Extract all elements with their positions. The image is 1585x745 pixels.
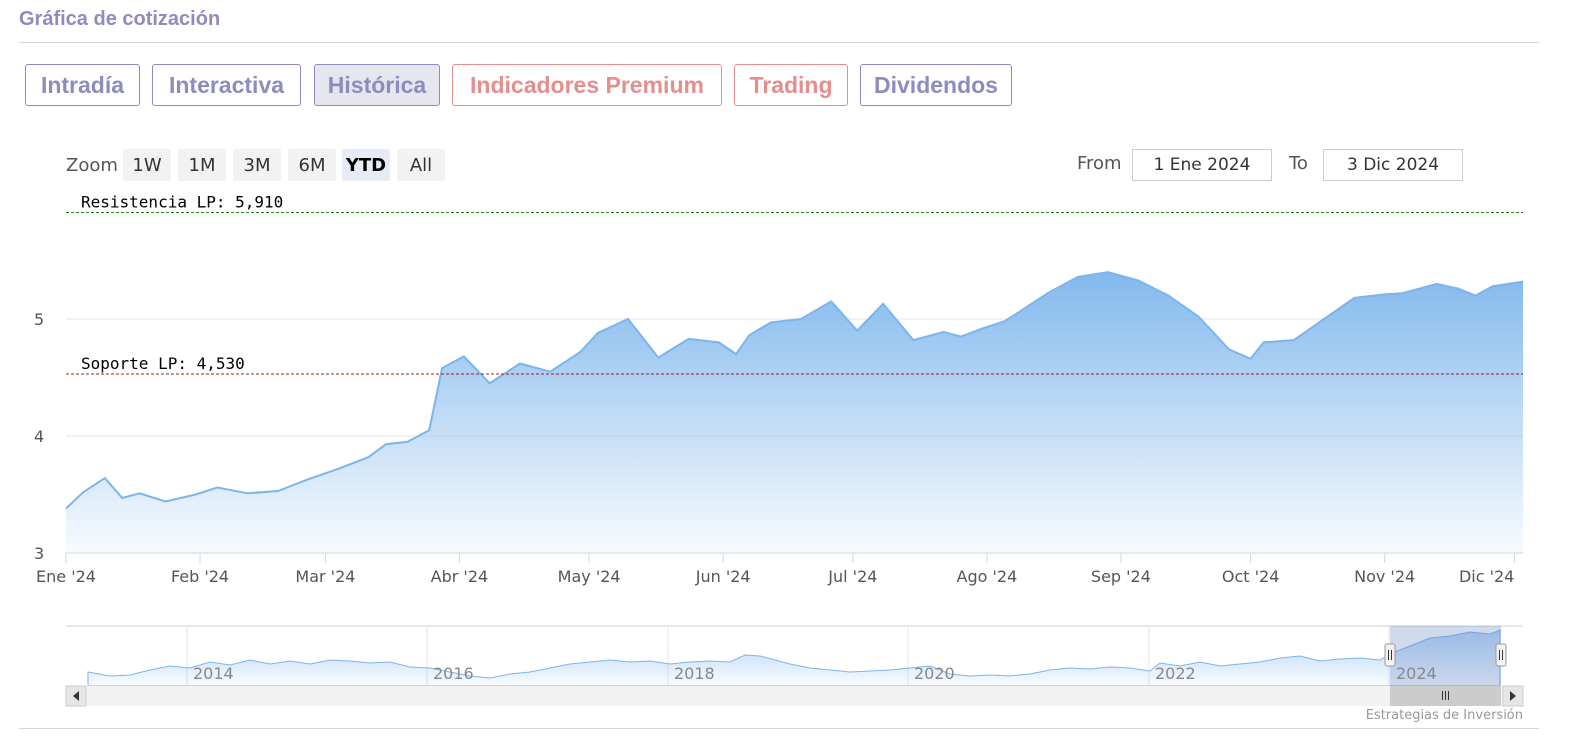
annotation-label-1: Soporte LP: 4,530 bbox=[81, 354, 245, 373]
navigator-label-2024: 2024 bbox=[1396, 664, 1437, 683]
arrow-left-icon bbox=[73, 691, 79, 701]
navigator-selected-range[interactable] bbox=[1390, 626, 1501, 686]
navigator-label-2022: 2022 bbox=[1155, 664, 1196, 683]
x-tick-label-3: Abr '24 bbox=[431, 567, 489, 586]
zoom-1m-button[interactable]: 1M bbox=[178, 149, 226, 181]
navigator-left-handle[interactable] bbox=[1384, 643, 1396, 667]
x-tick-label-9: Oct '24 bbox=[1222, 567, 1280, 586]
to-date-input[interactable]: 3 Dic 2024 bbox=[1323, 149, 1463, 181]
tab-indicadores-premium[interactable]: Indicadores Premium bbox=[452, 64, 722, 106]
x-tick-label-5: Jun '24 bbox=[695, 567, 751, 586]
tab-trading[interactable]: Trading bbox=[734, 64, 848, 106]
chart-credits[interactable]: Estrategias de Inversión bbox=[1365, 708, 1523, 723]
tab-interactiva[interactable]: Interactiva bbox=[152, 64, 301, 106]
zoom-1w-button[interactable]: 1W bbox=[123, 149, 171, 181]
from-date-input[interactable]: 1 Ene 2024 bbox=[1132, 149, 1272, 181]
tab-dividendos[interactable]: Dividendos bbox=[860, 64, 1012, 106]
from-label: From bbox=[1077, 153, 1122, 174]
navigator-right-handle[interactable] bbox=[1495, 643, 1507, 667]
tab-historica[interactable]: Histórica bbox=[314, 64, 440, 106]
navigator-scrollbar[interactable] bbox=[65, 685, 1524, 707]
zoom-3m-button[interactable]: 3M bbox=[233, 149, 281, 181]
y-tick-label-3: 3 bbox=[34, 544, 44, 563]
to-label: To bbox=[1289, 153, 1308, 174]
navigator-label-2018: 2018 bbox=[674, 664, 715, 683]
arrow-right-icon bbox=[1510, 691, 1516, 701]
x-tick-label-10: Nov '24 bbox=[1354, 567, 1415, 586]
x-tick-label-6: Jul '24 bbox=[827, 567, 877, 586]
y-tick-label-5: 5 bbox=[34, 310, 44, 329]
zoom-all-button[interactable]: All bbox=[397, 149, 445, 181]
y-tick-label-4: 4 bbox=[34, 427, 44, 446]
zoom-6m-button[interactable]: 6M bbox=[288, 149, 336, 181]
series-area bbox=[66, 272, 1523, 553]
series-line bbox=[65, 271, 1524, 510]
x-tick-label-4: May '24 bbox=[558, 567, 621, 586]
x-tick-label-8: Sep '24 bbox=[1091, 567, 1151, 586]
x-tick-label-1: Feb '24 bbox=[171, 567, 229, 586]
x-tick-label-0: Ene '24 bbox=[36, 567, 96, 586]
annotation-label-0: Resistencia LP: 5,910 bbox=[81, 193, 283, 212]
x-tick-label-7: Ago '24 bbox=[957, 567, 1018, 586]
zoom-label: Zoom bbox=[66, 155, 118, 176]
x-tick-label-11: Dic '24 bbox=[1459, 567, 1514, 586]
tab-intradia[interactable]: Intradía bbox=[25, 64, 140, 106]
navigator[interactable]: 2014 2016 2018 2020 2022 2024 bbox=[66, 625, 1523, 687]
page-title: Gráfica de cotización bbox=[19, 8, 221, 30]
navigator-label-2020: 2020 bbox=[914, 664, 955, 683]
x-tick-label-2: Mar '24 bbox=[295, 567, 355, 586]
navigator-series-area bbox=[87, 629, 1501, 687]
bottom-divider bbox=[19, 728, 1539, 729]
navigator-label-2016: 2016 bbox=[433, 664, 474, 683]
navigator-label-2014: 2014 bbox=[193, 664, 234, 683]
zoom-ytd-button[interactable]: YTD bbox=[342, 149, 390, 181]
title-divider bbox=[19, 42, 1539, 43]
